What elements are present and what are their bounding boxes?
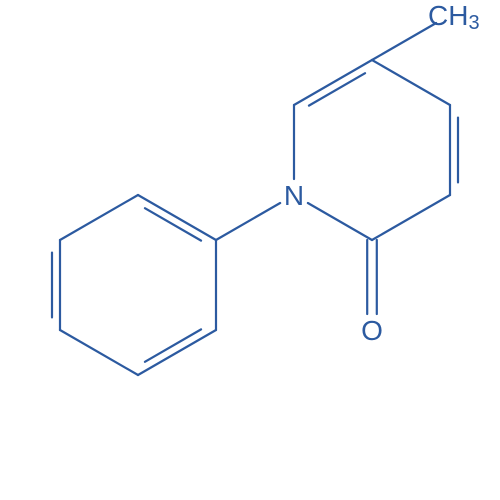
bond (145, 329, 201, 361)
atom-label-n: N (284, 180, 304, 211)
bond (372, 195, 450, 240)
bond (309, 73, 365, 105)
molecule-diagram: N O CH3 (0, 0, 500, 500)
bond (308, 203, 372, 240)
bond (138, 195, 216, 240)
bond (216, 203, 280, 240)
bond (60, 330, 138, 375)
bond (60, 195, 138, 240)
atom-label-c: CH3 (428, 0, 480, 34)
bond (372, 23, 436, 60)
bond (294, 60, 372, 105)
bond (372, 60, 450, 105)
atom-label-o: O (361, 315, 383, 346)
bond (138, 330, 216, 375)
bond (145, 208, 201, 240)
